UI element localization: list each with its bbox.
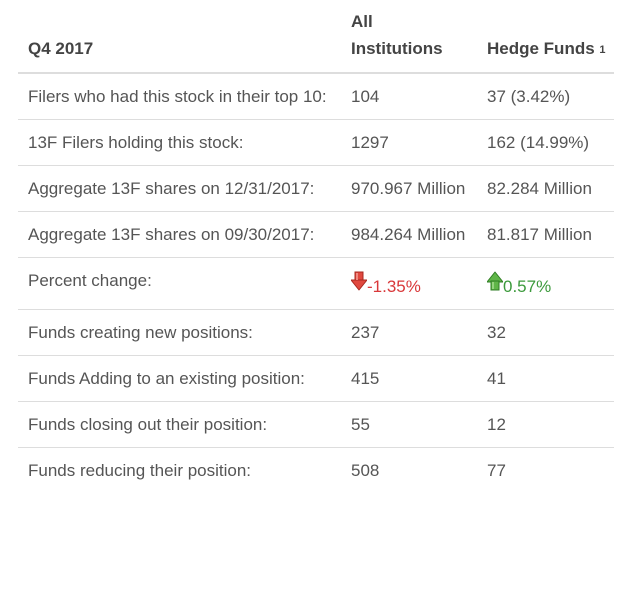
value-hedge: 81.817 Million [477,211,614,258]
row-label: Filers who had this stock in their top 1… [28,87,327,106]
table-row: Funds reducing their position: 508 77 [18,447,614,493]
value-all: 415 [341,355,477,402]
value-hedge: 77 [477,447,614,493]
arrow-up-icon [487,271,503,291]
table-header: Q4 2017 All Institutions Hedge Funds 1 [18,0,614,74]
value-all: 104 [351,87,380,106]
value-hedge: 82.284 Million [477,165,614,212]
table-row: 13F Filers holding this stock: 1297 162 … [18,119,614,166]
row-label: 13F Filers holding this stock: [18,119,341,166]
value-all: -1.35% [341,257,477,310]
value-hedge: 0.57% [477,257,614,310]
holdings-table: Q4 2017 All Institutions Hedge Funds 1 F… [18,0,614,493]
value-hedge: 12 [477,401,614,448]
header-hedge-funds: Hedge Funds 1 [477,0,614,74]
header-row: Q4 2017 All Institutions Hedge Funds 1 [18,0,614,74]
value-hedge: 32 [477,309,614,356]
arrow-down-icon [351,271,367,291]
percent-change-all: -1.35% [367,277,421,296]
table-row: Funds closing out their position: 55 12 [18,401,614,448]
row-label: Funds creating new positions: [18,309,341,356]
value-all: 508 [341,447,477,493]
header-period: Q4 2017 [18,0,341,74]
row-label: Funds reducing their position: [18,447,341,493]
row-label: Aggregate 13F shares on 12/31/2017: [18,165,341,212]
value-all: 970.967 Million [341,165,477,212]
value-all: 984.264 Million [341,211,477,258]
footnote-marker: 1 [599,44,606,56]
value-hedge: 162 (14.99%) [477,119,614,166]
value-all: 237 [341,309,477,356]
value-hedge: 41 [477,355,614,402]
table-body: Filers who had this stock in their top 1… [18,73,614,493]
value-hedge: 37 (3.42%) [487,87,571,106]
row-label: Funds closing out their position: [18,401,341,448]
row-label: Aggregate 13F shares on 09/30/2017: [18,211,341,258]
value-all: 1297 [341,119,477,166]
table-row: Funds Adding to an existing position: 41… [18,355,614,402]
header-hedge-funds-label: Hedge Funds [487,39,595,58]
table-row: Filers who had this stock in their top 1… [18,73,614,120]
value-all: 55 [341,401,477,448]
holdings-summary: Q4 2017 All Institutions Hedge Funds 1 F… [18,0,614,493]
header-all-institutions: All Institutions [341,0,477,74]
row-label: Percent change: [18,257,341,310]
table-row: Aggregate 13F shares on 12/31/2017: 970.… [18,165,614,212]
table-row-percent-change: Percent change: -1.35% 0.57% [18,257,614,310]
table-row: Funds creating new positions: 237 32 [18,309,614,356]
table-row: Aggregate 13F shares on 09/30/2017: 984.… [18,211,614,258]
row-label: Funds Adding to an existing position: [18,355,341,402]
percent-change-hedge: 0.57% [503,277,552,296]
